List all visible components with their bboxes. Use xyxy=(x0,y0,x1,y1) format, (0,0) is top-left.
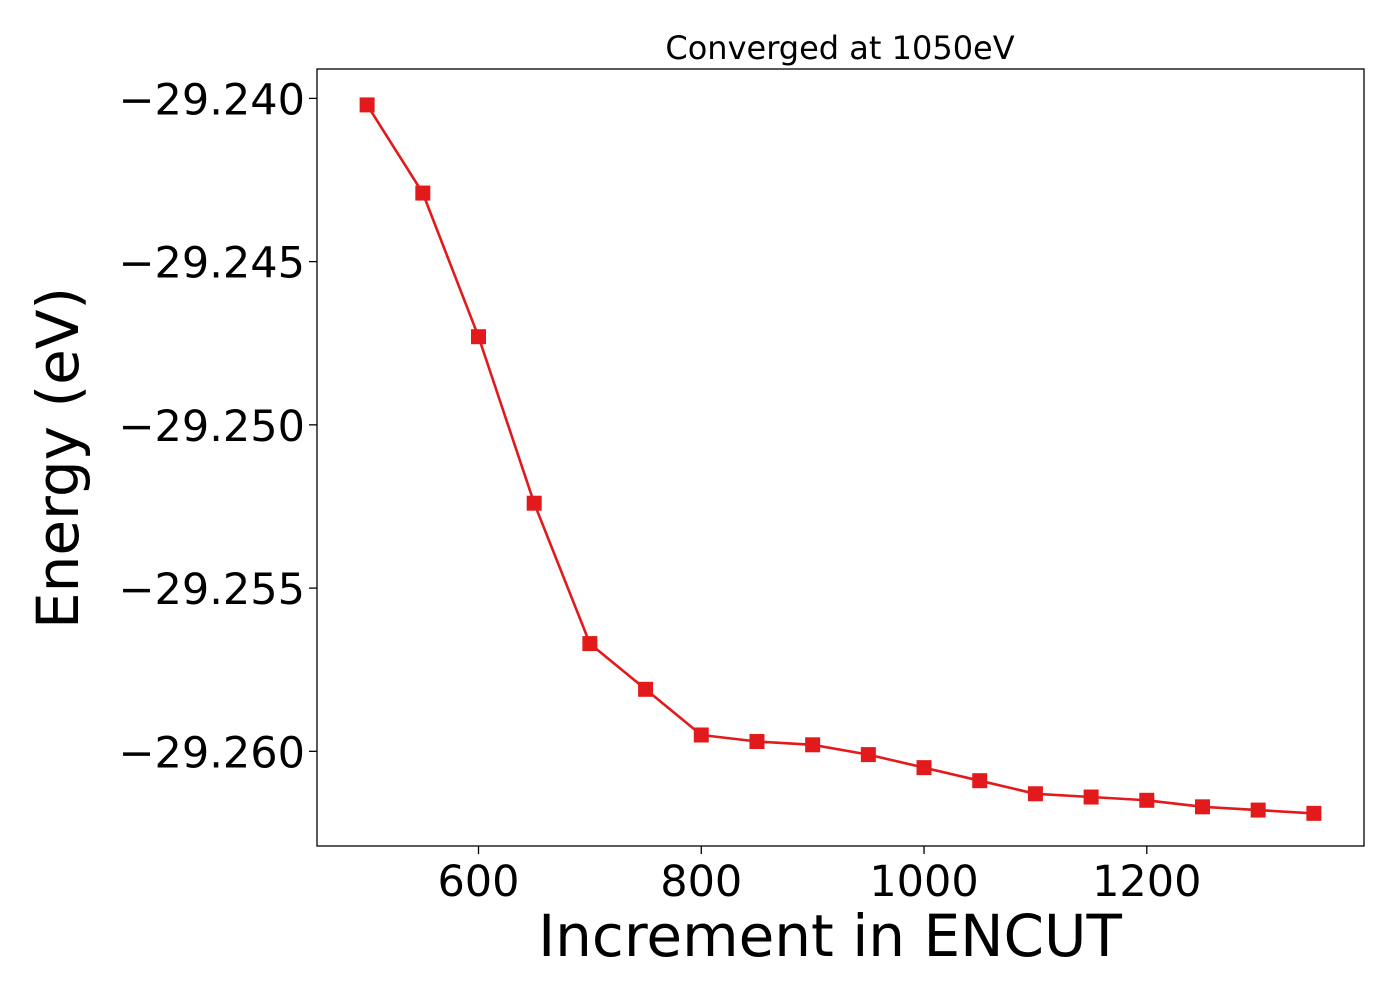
chart-title: Converged at 1050eV xyxy=(665,29,1014,67)
y-tick-label: −29.240 xyxy=(119,75,306,125)
series-layer xyxy=(359,97,1322,821)
data-point-marker xyxy=(1139,792,1155,808)
data-point-marker xyxy=(749,734,765,750)
data-point-marker xyxy=(1194,799,1210,815)
y-axis-label: Energy (eV) xyxy=(24,287,92,629)
data-point-marker xyxy=(1250,802,1266,818)
data-point-marker xyxy=(1083,789,1099,805)
y-tick-label: −29.250 xyxy=(119,402,306,452)
data-point-marker xyxy=(471,329,487,345)
data-point-marker xyxy=(582,636,598,652)
y-tick-label: −29.245 xyxy=(119,239,306,289)
data-point-marker xyxy=(415,185,431,201)
data-point-marker xyxy=(693,727,709,743)
data-point-marker xyxy=(526,495,542,511)
plot-area xyxy=(316,68,1365,847)
data-point-marker xyxy=(805,737,821,753)
y-axis: −29.240 −29.245 −29.250 −29.255 −29.260 xyxy=(119,75,317,778)
series-line xyxy=(366,104,1314,815)
data-point-marker xyxy=(638,681,654,697)
data-point-marker xyxy=(972,773,988,789)
x-tick-label: 1200 xyxy=(1092,857,1201,907)
data-point-marker xyxy=(359,97,375,113)
x-tick-label: 800 xyxy=(660,857,742,907)
x-tick-label: 1000 xyxy=(869,857,978,907)
data-point-marker xyxy=(860,747,876,763)
data-point-marker xyxy=(1306,805,1322,821)
data-point-marker xyxy=(916,760,932,776)
x-axis: 600 800 1000 1200 xyxy=(437,846,1202,907)
y-tick-label: −29.260 xyxy=(119,728,306,778)
x-tick-label: 600 xyxy=(437,857,519,907)
y-tick-label: −29.255 xyxy=(119,565,306,615)
x-axis-label: Increment in ENCUT xyxy=(538,902,1122,970)
data-point-marker xyxy=(1027,786,1043,802)
